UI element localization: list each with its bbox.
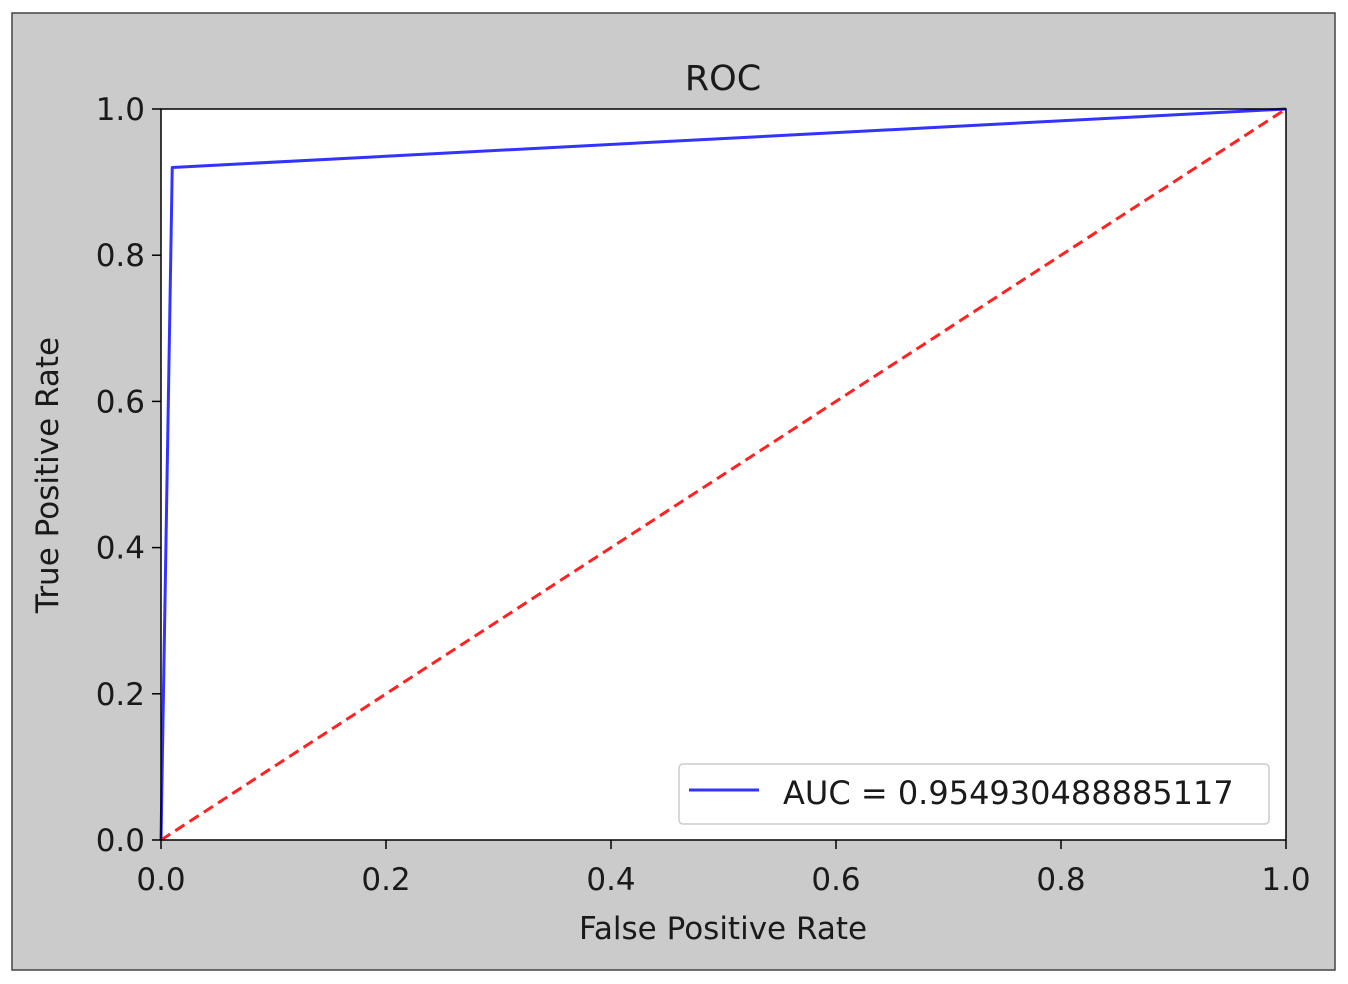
plot-frame xyxy=(160,108,1287,841)
y-tick-label: 1.0 xyxy=(96,92,145,128)
y-tick-label: 0.2 xyxy=(96,677,145,713)
y-tick-label: 0.8 xyxy=(96,238,145,274)
series-layer xyxy=(159,107,1287,842)
chart-title: ROC xyxy=(685,59,761,99)
series-line-diagonal xyxy=(160,107,1287,842)
x-tick-label: 1.0 xyxy=(1261,862,1310,898)
legend-box xyxy=(678,763,1270,825)
y-axis-label: True Positive Rate xyxy=(30,337,66,614)
x-tick-label: 0.2 xyxy=(361,862,410,898)
y-tick-label: 0.0 xyxy=(96,823,145,859)
x-axis-label: False Positive Rate xyxy=(579,911,867,947)
x-axis-ticks: 0.0 0.2 0.4 0.6 0.8 1.0 xyxy=(136,840,1311,898)
x-tick-label: 0.6 xyxy=(811,862,860,898)
x-tick-label: 0.8 xyxy=(1036,862,1085,898)
y-axis-ticks: 0.0 0.2 0.4 0.6 0.8 1.0 xyxy=(96,92,161,859)
x-tick-label: 0.0 xyxy=(136,862,185,898)
legend-entry-auc: AUC = 0.954930488885117 xyxy=(783,774,1234,812)
legend: AUC = 0.954930488885117 xyxy=(678,763,1270,825)
x-tick-label: 0.4 xyxy=(586,862,635,898)
series-line-roc xyxy=(159,107,1287,841)
y-tick-label: 0.4 xyxy=(96,531,145,567)
y-tick-label: 0.6 xyxy=(96,384,145,420)
